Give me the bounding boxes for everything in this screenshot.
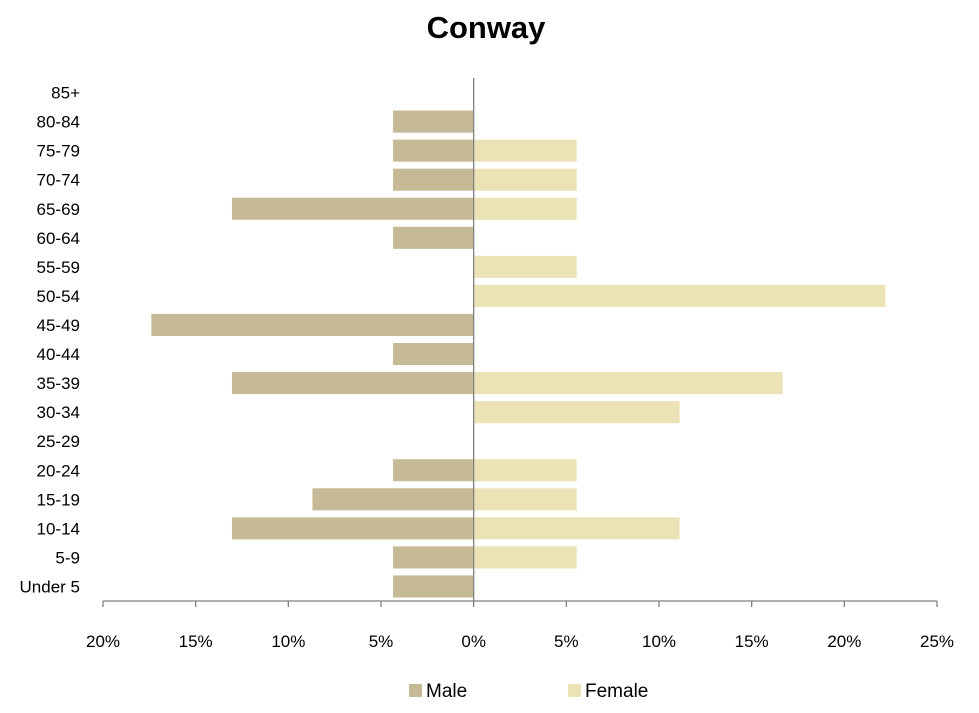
y-tick-label-65-69: 65-69 — [37, 200, 80, 219]
y-tick-label-85: 85+ — [51, 84, 80, 103]
y-tick-label-under-5: Under 5 — [20, 577, 80, 596]
bar-female-10-14 — [473, 517, 680, 540]
bar-male-10-14 — [231, 517, 474, 540]
bar-female-70-74 — [473, 168, 577, 191]
legend-label-male: Male — [426, 681, 467, 702]
y-tick-label-35-39: 35-39 — [37, 374, 80, 393]
bar-male-45-49 — [151, 313, 474, 337]
bar-female-5-9 — [473, 546, 577, 569]
chart-title: Conway — [427, 10, 547, 45]
bar-male-35-39 — [231, 372, 474, 395]
bars-layer — [151, 110, 886, 598]
legend: Male Female — [409, 681, 648, 702]
y-tick-label-30-34: 30-34 — [37, 403, 80, 422]
legend-swatch-male — [409, 684, 422, 697]
x-tick-label-8: 20% — [827, 632, 861, 651]
bar-female-50-54 — [473, 284, 886, 307]
bar-male-under-5 — [393, 575, 474, 598]
y-tick-label-15-19: 15-19 — [37, 490, 80, 509]
y-tick-label-20-24: 20-24 — [37, 461, 80, 480]
legend-label-female: Female — [585, 681, 648, 702]
legend-swatch-female — [568, 684, 581, 697]
bar-male-65-69 — [231, 197, 474, 220]
x-tick-label-3: 5% — [369, 632, 394, 651]
y-tick-label-25-29: 25-29 — [37, 432, 80, 451]
y-tick-label-70-74: 70-74 — [37, 171, 80, 190]
y-tick-label-5-9: 5-9 — [55, 548, 80, 567]
y-tick-label-40-44: 40-44 — [37, 345, 80, 364]
y-tick-label-55-59: 55-59 — [37, 258, 80, 277]
bar-male-5-9 — [393, 546, 474, 569]
axes-layer: Under 5 5-9 10-14 15-19 20-24 25-29 30-34 35-39… — [20, 78, 954, 651]
bar-male-40-44 — [393, 342, 474, 366]
y-tick-label-50-54: 50-54 — [37, 287, 80, 306]
x-tick-label-9: 25% — [920, 632, 954, 651]
bar-male-80-84 — [393, 110, 474, 133]
bar-male-15-19 — [312, 488, 474, 511]
bar-male-60-64 — [393, 226, 474, 249]
bar-female-15-19 — [473, 488, 577, 511]
x-tick-label-1: 15% — [179, 632, 213, 651]
bar-female-30-34 — [473, 401, 680, 424]
bar-female-75-79 — [473, 139, 577, 162]
bar-male-20-24 — [393, 459, 474, 482]
x-tick-label-0: 20% — [86, 632, 120, 651]
y-tick-label-80-84: 80-84 — [37, 113, 80, 132]
y-tick-label-60-64: 60-64 — [37, 229, 80, 248]
x-tick-label-5: 5% — [554, 632, 579, 651]
bar-female-20-24 — [473, 459, 577, 482]
y-tick-label-45-49: 45-49 — [37, 316, 80, 335]
bar-female-65-69 — [473, 197, 577, 220]
y-tick-label-75-79: 75-79 — [37, 142, 80, 161]
bar-female-35-39 — [473, 372, 783, 395]
y-tick-label-10-14: 10-14 — [37, 519, 80, 538]
x-tick-label-2: 10% — [271, 632, 305, 651]
bar-female-55-59 — [473, 255, 577, 278]
bar-male-75-79 — [393, 139, 474, 162]
x-tick-label-4: 0% — [461, 632, 486, 651]
x-tick-label-7: 15% — [735, 632, 769, 651]
x-tick-label-6: 10% — [642, 632, 676, 651]
bar-male-70-74 — [393, 168, 474, 191]
